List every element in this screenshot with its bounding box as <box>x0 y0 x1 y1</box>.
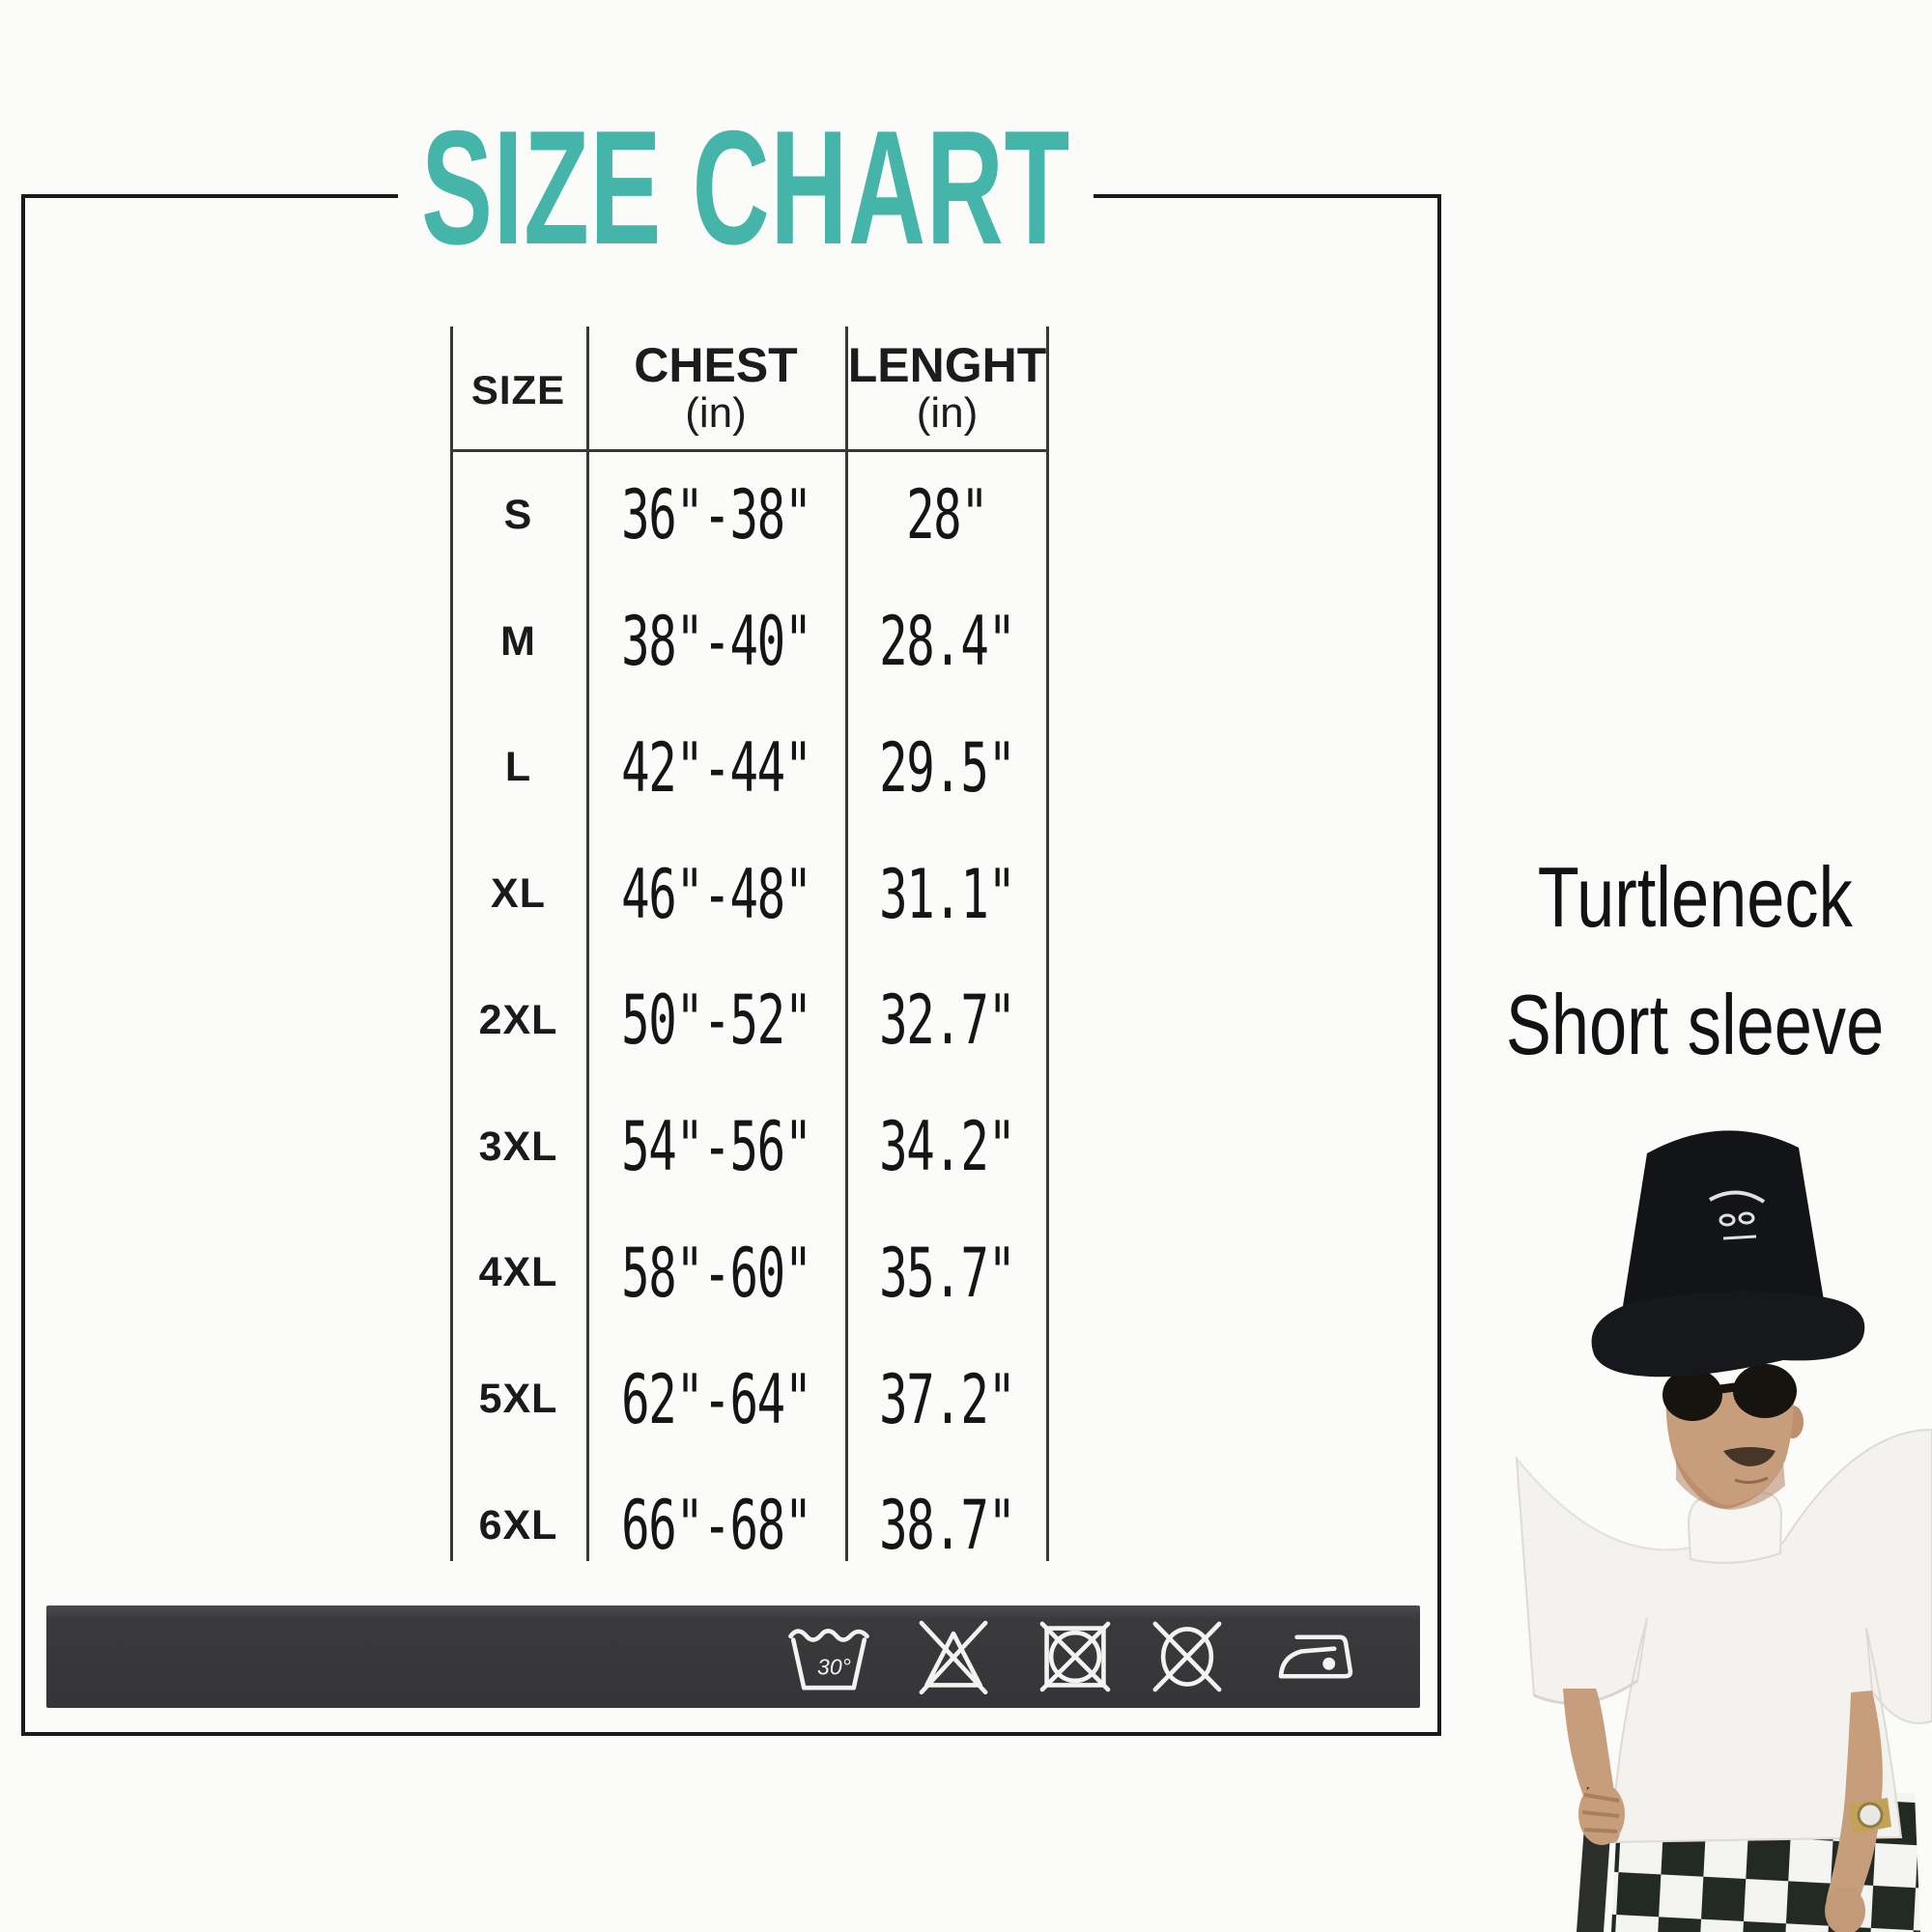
chest-cell: 46"-48" <box>620 854 812 934</box>
care-bar: 30° <box>46 1605 1420 1708</box>
column-header-chest-label: CHEST <box>634 338 798 392</box>
right-hand <box>1825 1887 1865 1932</box>
length-cell: 34.2" <box>879 1107 1016 1187</box>
length-cell: 37.2" <box>879 1359 1016 1439</box>
size-cell: 5XL <box>478 1376 558 1423</box>
chest-cell: 38"-40" <box>620 602 812 682</box>
size-table-rows: S 36"-38" 28" M 38"-40" 28.4" L 42"-44" 29.5" XL 4… <box>450 452 1049 1589</box>
chest-cell: 62"-64" <box>620 1359 812 1439</box>
mouth <box>1734 1476 1769 1485</box>
chest-cell: 58"-60" <box>620 1233 812 1313</box>
chest-cell: 36"-38" <box>620 475 812 555</box>
size-cell: 3XL <box>478 1122 558 1170</box>
size-cell: L <box>504 744 532 791</box>
bucket-hat <box>1591 1130 1865 1378</box>
model-photo <box>1449 1111 1932 1932</box>
table-line-right <box>1046 327 1049 1561</box>
left-arm <box>1563 1689 1625 1932</box>
column-header-length: LENGHT (in) <box>845 340 1049 437</box>
title-plate: SIZE CHART <box>398 106 1094 269</box>
chest-cell: 54"-56" <box>620 1107 812 1187</box>
table-line-col2 <box>845 327 848 1561</box>
table-row: 6XL 66"-68" 38.7" <box>450 1463 1049 1589</box>
length-cell: 35.7" <box>879 1233 1016 1313</box>
mustache <box>1723 1447 1776 1466</box>
model-face <box>1662 1364 1804 1510</box>
sunglasses <box>1662 1364 1797 1421</box>
table-header-underline <box>450 449 1049 452</box>
wash-30-icon: 30° <box>784 1612 873 1701</box>
column-header-chest: CHEST (in) <box>586 340 845 437</box>
table-row: 2XL 50"-52" 32.7" <box>450 957 1049 1084</box>
table-line-col1 <box>586 327 589 1561</box>
wristwatch-face <box>1857 1802 1884 1829</box>
stubble-shading <box>1676 1459 1785 1510</box>
column-header-length-label: LENGHT <box>847 338 1047 392</box>
chest-cell: 50"-52" <box>620 980 812 1061</box>
table-line-left <box>450 327 453 1561</box>
table-row: L 42"-44" 29.5" <box>450 705 1049 832</box>
size-table-grid: SIZE CHEST (in) LENGHT (in) <box>450 327 1049 1561</box>
length-cell: 28.4" <box>879 602 1016 682</box>
table-row: 3XL 54"-56" 34.2" <box>450 1084 1049 1210</box>
table-row: 4XL 58"-60" 35.7" <box>450 1210 1049 1337</box>
hat-logo <box>1709 1190 1766 1240</box>
page-title: SIZE CHART <box>421 97 1070 278</box>
right-arm <box>1825 1690 1891 1932</box>
model-illustration <box>1515 1130 1932 1932</box>
product-feature-2: Short sleeve <box>1506 977 1885 1072</box>
size-cell: XL <box>491 870 546 918</box>
length-cell: 38.7" <box>879 1486 1016 1566</box>
chest-cell: 66"-68" <box>620 1486 812 1566</box>
table-row: M 38"-40" 28.4" <box>450 579 1049 705</box>
column-header-chest-unit: (in) <box>685 389 747 437</box>
size-cell: 6XL <box>478 1501 558 1548</box>
table-row: S 36"-38" 28" <box>450 452 1049 579</box>
size-cell: M <box>500 617 536 665</box>
column-header-size: SIZE <box>470 367 566 412</box>
do-not-dry-clean-icon <box>1143 1612 1232 1701</box>
length-cell: 32.7" <box>879 980 1016 1061</box>
size-cell: S <box>503 491 533 538</box>
table-row: 5XL 62"-64" 37.2" <box>450 1336 1049 1463</box>
length-cell: 31.1" <box>879 854 1016 934</box>
do-not-tumble-dry-icon <box>1031 1612 1120 1701</box>
do-not-bleach-icon <box>909 1612 998 1701</box>
fingers <box>1581 1793 1620 1833</box>
length-cell: 29.5" <box>879 727 1016 808</box>
column-header-length-unit: (in) <box>916 389 979 437</box>
wash-temp-label: 30° <box>817 1654 851 1679</box>
iron-icon <box>1270 1612 1359 1701</box>
chest-cell: 42"-44" <box>620 727 812 808</box>
size-cell: 4XL <box>478 1249 558 1296</box>
size-cell: 2XL <box>478 996 558 1043</box>
product-description: Turtleneck Short sleeve <box>1459 854 1932 1068</box>
table-row: XL 46"-48" 31.1" <box>450 831 1049 957</box>
length-cell: 28" <box>906 475 989 555</box>
product-feature-1: Turtleneck <box>1537 849 1854 945</box>
